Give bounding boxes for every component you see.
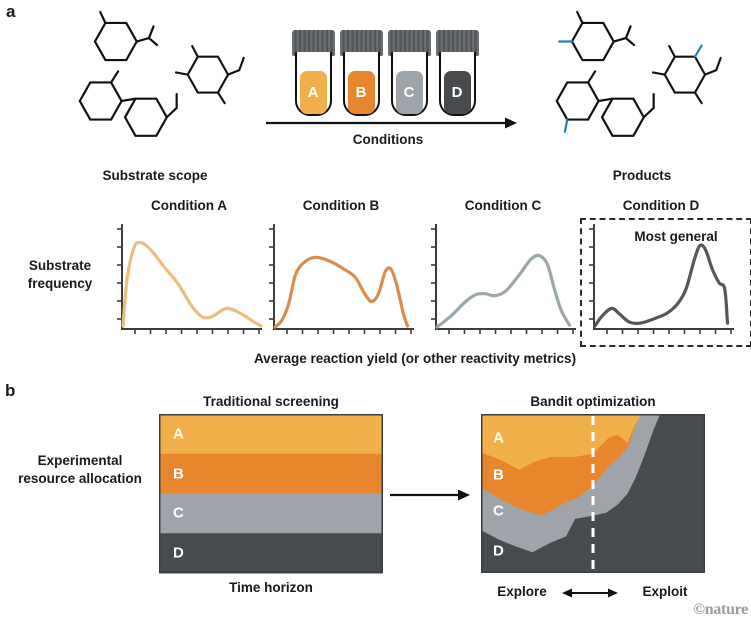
substrate-molecule-2 [174, 45, 245, 105]
condition-c-chart [431, 224, 576, 334]
substrate-molecule-1 [93, 10, 159, 62]
explore-exploit-arrow [562, 588, 618, 598]
vial-c: C [387, 30, 431, 120]
arrowhead [505, 117, 517, 129]
vial-a: A [291, 30, 335, 120]
vial-cap [387, 30, 431, 56]
explore-label: Explore [497, 584, 547, 599]
condition-a-title: Condition A [151, 198, 227, 213]
band-label-d: D [493, 543, 504, 560]
new-bond-highlight [693, 44, 703, 58]
condition-b-chart [269, 224, 414, 334]
vial-liquid-d: D [443, 71, 471, 114]
y-axis-label: Substrate frequency [27, 258, 93, 291]
condition-a-chart [117, 224, 263, 334]
time-horizon-label: Time horizon [229, 580, 313, 595]
bandit-optimization-chart: A B C D [481, 414, 705, 573]
band-label-c: C [493, 503, 504, 520]
vial-label: D [451, 84, 463, 101]
vial-label: C [403, 84, 415, 101]
conditions-arrow [266, 117, 517, 129]
band-label-b: B [173, 466, 184, 483]
substrate-molecule-3 [78, 70, 178, 137]
band-label-a: A [493, 430, 504, 447]
traditional-screening-title: Traditional screening [203, 394, 339, 409]
vial-liquid-b: B [347, 71, 375, 114]
vial-liquid-a: A [299, 71, 327, 114]
traditional-screening-chart: A B C D [159, 414, 383, 574]
new-bond-highlight [563, 118, 569, 133]
band-label-a: A [173, 426, 184, 443]
condition-c-title: Condition C [464, 198, 542, 213]
product-molecule-2 [651, 44, 722, 105]
x-axis-label: Average reaction yield (or other reactiv… [253, 351, 577, 366]
vial-cap [339, 30, 383, 56]
most-general-annotation: Most general [634, 229, 718, 244]
vial-cap [291, 30, 335, 56]
products-label: Products [612, 168, 672, 183]
vial-b: B [339, 30, 383, 120]
vial-label: B [355, 84, 367, 101]
vial-liquid-c: C [395, 71, 423, 114]
bandit-optimization-title: Bandit optimization [530, 394, 656, 409]
condition-b-title: Condition B [302, 198, 380, 213]
nature-watermark: ©nature [693, 601, 748, 618]
band-label-c: C [173, 505, 184, 522]
exploit-label: Exploit [642, 584, 688, 599]
product-molecule-3 [555, 70, 655, 137]
band-label-b: B [493, 467, 504, 484]
condition-d-chart [589, 224, 734, 334]
vial-label: A [307, 84, 319, 101]
panel-b-letter: b [5, 381, 16, 400]
panel-a-letter: a [6, 2, 16, 21]
panel-a-artwork [78, 10, 722, 137]
vial-cap [435, 30, 479, 56]
substrate-scope-label: Substrate scope [102, 168, 208, 183]
panel-b-transition-arrow [390, 489, 470, 501]
resource-allocation-label: Experimental resource allocation [18, 453, 142, 486]
product-molecule-1 [558, 10, 636, 62]
vial-d: D [435, 30, 479, 120]
band-label-d: D [173, 545, 184, 562]
condition-d-title: Condition D [622, 198, 700, 213]
conditions-label: Conditions [352, 132, 424, 147]
